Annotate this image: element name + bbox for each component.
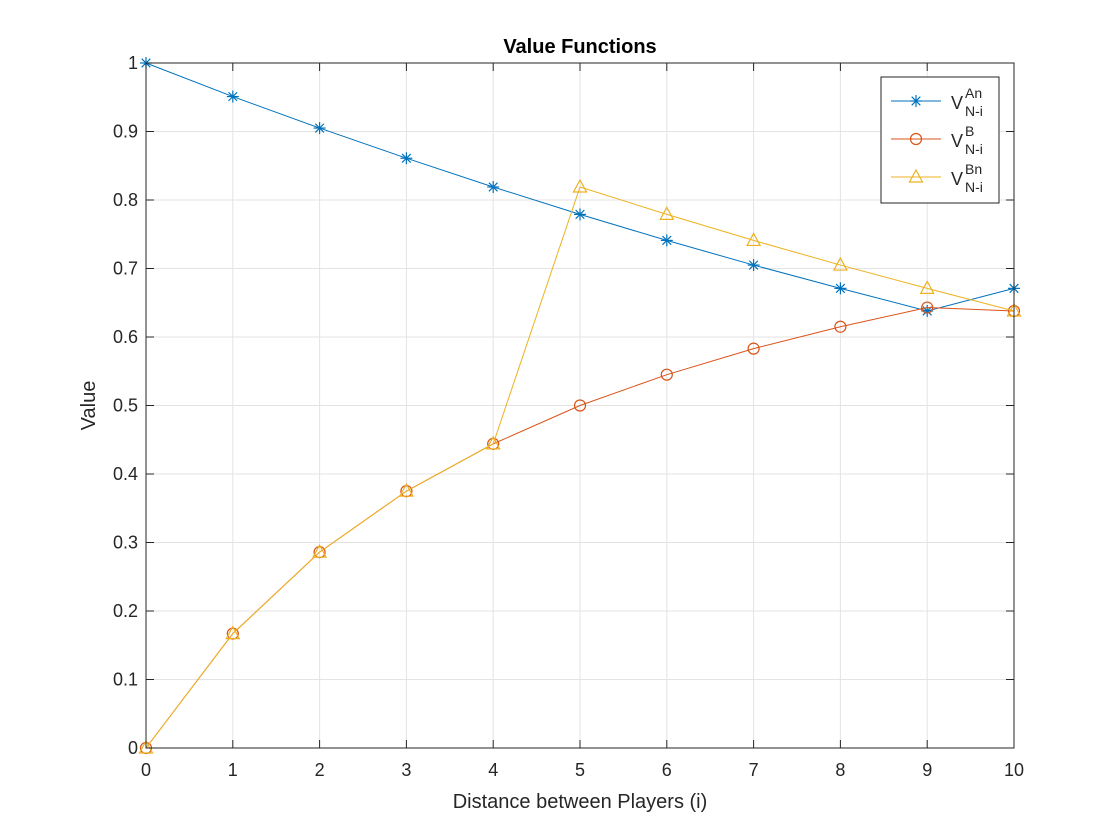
series-line [145,186,1015,749]
y-tick-label: 0.3 [113,533,138,553]
data-point [398,482,414,497]
data-point [747,259,760,272]
legend-marker [910,95,922,107]
plot-series [138,57,1022,755]
y-tick-label: 0.7 [113,259,138,279]
x-tick-label: 4 [488,760,498,780]
legend-superscript: Bn [965,161,982,177]
y-tick-label: 0.6 [113,327,138,347]
y-tick-label: 0.2 [113,601,138,621]
data-point [226,90,239,103]
data-point [834,320,847,333]
y-tick-label: 0.5 [113,396,138,416]
legend-marker [909,132,923,146]
chart-title: Value Functions [503,36,656,58]
data-point [747,342,760,355]
x-tick-label: 2 [315,760,325,780]
legend-item: V B N-i [891,123,983,157]
series-bn [138,178,1022,754]
y-tick-label: 1 [128,53,138,73]
data-point [313,122,326,135]
legend-item: V Bn N-i [891,161,983,195]
data-point [919,280,935,294]
data-point [746,232,762,247]
legend-subscript: N-i [965,179,983,195]
legend: V AnN-iV BN-iV BnN-i [880,76,1000,204]
data-point [572,178,588,193]
y-tick-label: 0.4 [113,464,138,484]
legend-superscript: B [965,123,974,139]
data-point [832,256,848,271]
legend-subscript: N-i [965,103,983,119]
y-tick-label: 0.1 [113,670,138,690]
data-point [834,282,847,295]
y-tick-label: 0 [128,738,138,758]
x-tick-label: 10 [1004,760,1024,780]
data-point [573,399,587,412]
x-tick-label: 0 [141,760,151,780]
legend-item: V An N-i [891,85,983,119]
legend-label: V [951,169,963,189]
legend-label: V [951,93,963,113]
legend-subscript: N-i [965,141,983,157]
data-point [659,206,675,220]
y-axis-title: Value [78,381,100,431]
x-tick-label: 8 [835,760,845,780]
data-point [487,180,500,193]
data-point [574,208,586,221]
data-point [660,368,673,381]
axis-ticks: 0 1 2 3 4 5 6 7 8 9 10 0 0.1 0.2 0.3 0.4 0.5 0.6 0.7 0.8 0.9… [113,53,1024,780]
legend-box [880,76,1000,204]
legend-marker [908,168,924,183]
data-point [225,625,241,640]
x-tick-label: 9 [922,760,932,780]
data-point [660,234,673,247]
x-tick-label: 6 [662,760,672,780]
y-tick-label: 0.9 [113,122,138,142]
data-point [312,543,328,558]
legend-superscript: An [965,85,982,101]
data-point [400,152,413,165]
legend-label: V [951,131,963,151]
x-tick-label: 5 [575,760,585,780]
y-tick-label: 0.8 [113,190,138,210]
x-tick-label: 3 [401,760,411,780]
x-axis-title: Distance between Players (i) [453,791,708,813]
data-point [138,739,154,754]
x-tick-label: 1 [228,760,238,780]
data-point [921,301,934,314]
x-tick-label: 7 [749,760,759,780]
data-point [485,435,501,450]
